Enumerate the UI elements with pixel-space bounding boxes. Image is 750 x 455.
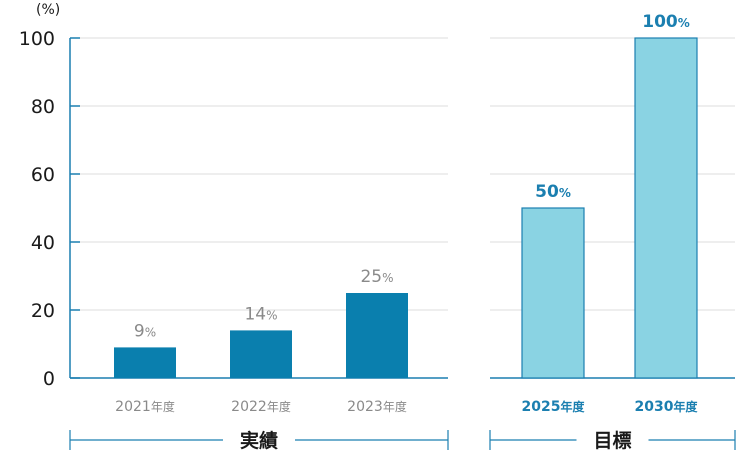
bar	[114, 347, 176, 378]
bar-value-label: 25%	[360, 267, 393, 287]
category-label: 2030年度	[635, 399, 699, 415]
y-tick-label: 40	[31, 232, 55, 254]
y-tick-label: 0	[43, 368, 55, 390]
y-tick-label: 100	[19, 28, 55, 50]
bar-value-number: 14	[244, 304, 266, 324]
category-label: 2023年度	[347, 399, 407, 415]
bar-value-unit: %	[145, 325, 156, 339]
bar-value-label: 14%	[244, 304, 277, 324]
category-year: 2030	[635, 399, 674, 415]
bar-value-number: 100	[642, 12, 678, 32]
category-suffix: 年度	[267, 399, 291, 414]
labels: 9%2021年度14%2022年度25%2023年度50%2025年度100%2…	[115, 12, 698, 415]
category-year: 2022	[231, 399, 267, 415]
bar-value-unit: %	[678, 16, 690, 30]
category-suffix: 年度	[383, 399, 407, 414]
group-label: 実績	[240, 429, 278, 452]
category-year: 2021	[115, 399, 151, 415]
category-year: 2023	[347, 399, 383, 415]
y-tick-label: 80	[31, 96, 55, 118]
y-axis-unit-label: (%)	[36, 2, 60, 18]
bar-value-label: 50%	[535, 182, 571, 202]
bar-value-unit: %	[382, 271, 393, 285]
bar-value-number: 50	[535, 182, 559, 202]
bar-value-number: 9	[134, 321, 145, 341]
category-suffix: 年度	[673, 399, 698, 414]
category-suffix: 年度	[560, 399, 585, 414]
bar-value-number: 25	[360, 267, 382, 287]
group-label: 目標	[593, 429, 631, 452]
category-suffix: 年度	[151, 399, 175, 414]
bars	[114, 37, 698, 379]
bar-value-unit: %	[559, 186, 571, 200]
bar	[346, 293, 408, 378]
y-axis: 100 80 60 40 20 0	[19, 28, 80, 390]
category-label: 2025年度	[522, 399, 586, 415]
y-tick-label: 20	[31, 300, 55, 322]
category-label: 2022年度	[231, 399, 291, 415]
bar	[634, 37, 698, 379]
bar	[230, 330, 292, 378]
bar-value-unit: %	[266, 308, 277, 322]
bar-value-label: 100%	[642, 12, 690, 32]
bar-value-label: 9%	[134, 321, 156, 341]
bar	[521, 207, 585, 379]
category-label: 2021年度	[115, 399, 175, 415]
group-brackets: 実績 目標	[69, 429, 736, 452]
y-tick-label: 60	[31, 164, 55, 186]
category-year: 2025	[522, 399, 561, 415]
